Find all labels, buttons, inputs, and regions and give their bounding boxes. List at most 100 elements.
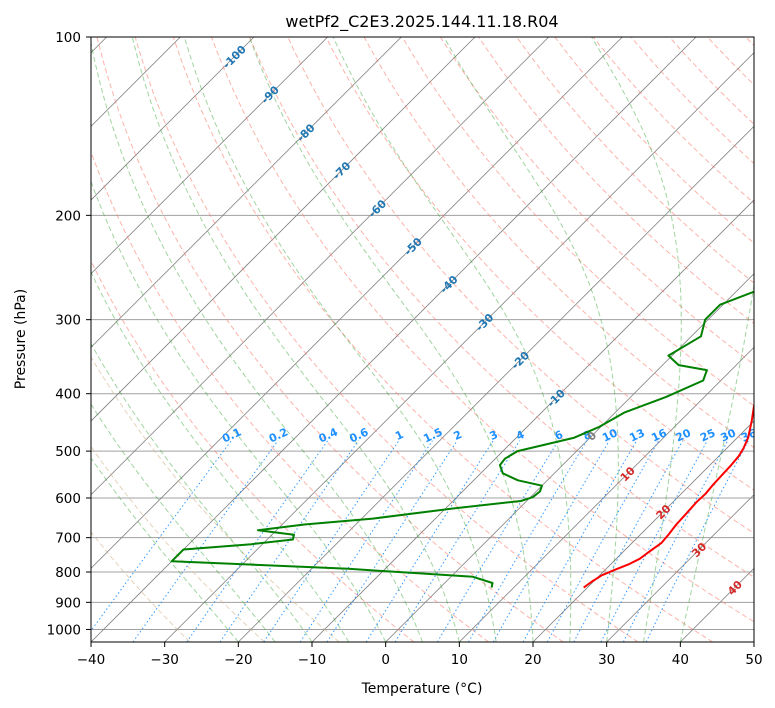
y-tick-label: 400 — [55, 387, 81, 403]
mixing-ratio-label: 0.4 — [317, 425, 340, 445]
mixing-ratio-label: 0.1 — [220, 425, 243, 445]
mixing-ratio-line — [436, 440, 559, 642]
y-tick-label: 900 — [55, 595, 81, 611]
x-tick-label: 30 — [598, 652, 615, 668]
mixing-ratio-line — [645, 440, 749, 642]
mixing-ratio-line — [492, 440, 610, 642]
isotherm-label: -40 — [437, 273, 460, 296]
mixing-ratio-label: 13 — [627, 426, 646, 444]
dry-adiabat — [325, 37, 754, 491]
mixing-ratio-line — [132, 440, 279, 642]
mixing-ratio-line — [299, 440, 433, 642]
isotherm-line — [91, 37, 255, 201]
x-axis: −40 −30 −20 −10 0 10 20 30 40 50 — [77, 642, 763, 668]
dry-adiabat — [478, 37, 754, 325]
isotherm-line — [91, 37, 549, 496]
isotherm-line — [91, 37, 476, 422]
dry-adiabat — [91, 356, 340, 642]
y-tick-label: 500 — [55, 444, 81, 460]
moist-adiabat — [91, 403, 276, 642]
moist-adiabat — [91, 457, 239, 642]
moist-adiabat — [679, 282, 754, 642]
x-tick-label: 50 — [745, 652, 762, 668]
x-tick-label: −10 — [298, 652, 327, 668]
dry-adiabat — [669, 37, 754, 125]
isotherm-line — [91, 37, 402, 348]
dry-adiabat — [554, 37, 754, 244]
mixing-ratio-line — [186, 440, 329, 642]
isotherm-label: -90 — [259, 83, 282, 106]
dry-adiabat — [96, 37, 564, 642]
dry-adiabat — [439, 37, 754, 365]
mixing-ratio-label: 16 — [649, 426, 669, 444]
y-tick-label: 200 — [55, 208, 81, 224]
mixing-ratio-line — [600, 440, 708, 642]
moist-adiabat — [248, 37, 534, 642]
moist-adiabat — [183, 37, 497, 642]
isotherm-line — [532, 420, 754, 642]
chart-title: wetPf2_C2E3.2025.144.11.18.R04 — [285, 12, 558, 32]
moist-adiabat — [591, 37, 682, 642]
moist-adiabat — [443, 37, 619, 642]
x-tick-label: 20 — [524, 652, 541, 668]
mixing-ratio-label: 1 — [393, 428, 405, 443]
dry-adiabat — [516, 37, 754, 284]
mixing-ratio-line — [91, 440, 232, 632]
mixing-ratio-label: 3 — [488, 428, 500, 443]
y-axis-label: Pressure (hPa) — [13, 289, 29, 389]
dry-adiabat — [707, 37, 754, 86]
x-tick-label: 0 — [381, 652, 390, 668]
dry-adiabat — [745, 37, 754, 47]
y-tick-label: 600 — [55, 491, 81, 507]
x-tick-label: −30 — [150, 652, 179, 668]
mixing-ratio-line — [263, 440, 400, 642]
isotherm-label: -30 — [473, 311, 496, 334]
isotherm-line — [164, 52, 754, 642]
y-tick-label: 1000 — [47, 622, 81, 638]
dry-adiabat — [592, 37, 754, 204]
dry-adiabat — [287, 37, 754, 534]
y-tick-label: 100 — [55, 30, 81, 46]
mixing-ratio-line — [365, 440, 494, 642]
y-tick-label: 800 — [55, 565, 81, 581]
mixing-ratio-label: 2 — [451, 428, 463, 443]
y-tick-label: 300 — [55, 313, 81, 329]
isotherm-label: 40 — [725, 578, 745, 598]
isotherm-line — [753, 641, 754, 642]
mixing-ratio-line — [468, 440, 588, 642]
mixing-ratio-line — [622, 440, 729, 642]
dry-adiabat — [91, 150, 489, 642]
moist-adiabat — [91, 40, 423, 642]
moist-adiabat — [131, 37, 460, 642]
isotherm-line — [91, 37, 328, 275]
moist-adiabat — [91, 180, 387, 642]
isotherm-label: -70 — [330, 159, 353, 182]
isotherm-label: 20 — [654, 502, 674, 522]
isotherm-line — [238, 125, 754, 642]
dry-adiabat — [401, 37, 754, 407]
dry-adiabat — [211, 37, 754, 623]
moist-adiabat — [91, 342, 313, 642]
isotherm-label: 30 — [689, 540, 709, 560]
isotherm-line — [91, 37, 697, 642]
dry-adiabat — [249, 37, 754, 578]
temperature-profile — [583, 401, 754, 589]
isotherm-line — [91, 37, 623, 569]
mixing-ratio-label: 25 — [698, 426, 717, 444]
mixing-ratio-line — [394, 440, 521, 642]
mixing-ratio-line — [522, 440, 638, 642]
isotherm-label: -80 — [294, 121, 317, 144]
mixing-ratio-line — [326, 440, 458, 642]
plot-frame — [90, 36, 755, 643]
x-axis-label: Temperature (°C) — [361, 681, 483, 697]
dry-adiabat — [134, 37, 639, 642]
x-tick-label: −40 — [77, 652, 106, 668]
x-tick-label: −20 — [224, 652, 253, 668]
mixing-ratio-label: 10 — [600, 426, 620, 444]
dry-adiabat — [172, 37, 713, 642]
dry-adiabat — [91, 531, 191, 642]
moist-adiabat — [91, 271, 350, 642]
isotherm-label: -50 — [402, 235, 425, 258]
mixing-ratio-label: 20 — [674, 426, 694, 444]
x-tick-label: 40 — [672, 652, 689, 668]
